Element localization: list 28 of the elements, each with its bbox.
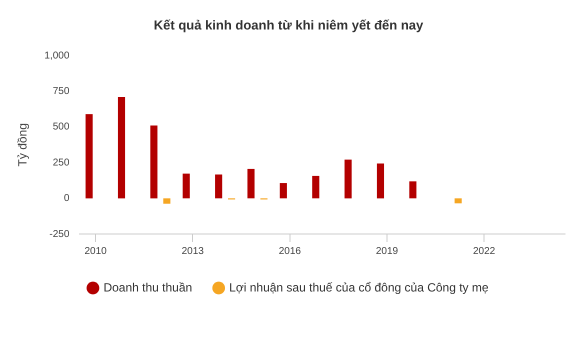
chart-title: Kết quả kinh doanh từ khi niêm yết đến nay xyxy=(154,17,424,32)
y-axis-title: Tỷ đồng xyxy=(16,123,30,166)
bar xyxy=(312,176,320,198)
bar xyxy=(182,174,190,198)
y-tick-label: 750 xyxy=(52,86,70,98)
x-tick-label: 2016 xyxy=(278,246,302,257)
bar xyxy=(86,114,93,198)
bar xyxy=(344,160,352,198)
bar xyxy=(247,168,255,198)
bar xyxy=(454,198,462,204)
bar xyxy=(280,183,287,198)
bar xyxy=(150,126,158,198)
bar xyxy=(163,198,170,204)
bar xyxy=(215,174,222,198)
legend-label: Lợi nhuận sau thuế của cổ đông của Công ty mẹ xyxy=(229,280,489,294)
bar xyxy=(376,163,384,198)
y-tick-label: 1,000 xyxy=(44,50,70,62)
x-tick-label: 2013 xyxy=(182,246,204,257)
y-tick-label: 0 xyxy=(64,193,70,204)
x-tick-label: 2010 xyxy=(84,246,108,257)
legend-label: Doanh thu thuần xyxy=(103,280,192,294)
y-tick-label: 500 xyxy=(52,122,70,133)
y-tick-label: 250 xyxy=(52,157,70,168)
bar xyxy=(118,96,126,198)
y-tick-label: -250 xyxy=(49,228,70,240)
x-tick-label: 2022 xyxy=(472,246,496,257)
x-tick-label: 2019 xyxy=(376,246,399,257)
bar xyxy=(409,181,416,198)
